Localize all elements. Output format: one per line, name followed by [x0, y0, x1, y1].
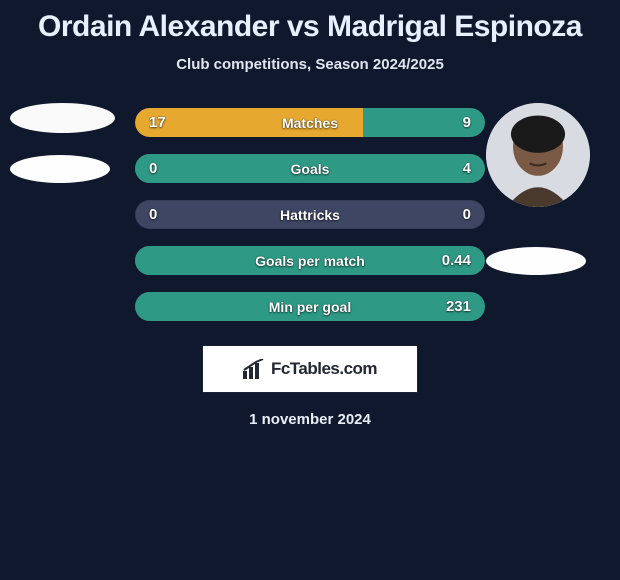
- brand-box: FcTables.com: [202, 345, 418, 393]
- stat-label: Min per goal: [135, 299, 485, 315]
- stat-value-right: 0: [463, 206, 485, 223]
- player-right-photo: [486, 103, 590, 207]
- comparison-content: 17Matches90Goals40Hattricks0Goals per ma…: [0, 103, 620, 428]
- page-title: Ordain Alexander vs Madrigal Espinoza: [0, 0, 620, 44]
- stat-row: 0Hattricks0: [135, 200, 485, 229]
- stat-row: Goals per match0.44: [135, 246, 485, 275]
- stat-label: Goals: [135, 161, 485, 177]
- stat-row: 0Goals4: [135, 154, 485, 183]
- stat-label: Matches: [135, 115, 485, 131]
- stat-value-right: 4: [463, 160, 485, 177]
- stat-label: Goals per match: [135, 253, 485, 269]
- player-left-avatar: [10, 103, 115, 133]
- date-line: 1 november 2024: [0, 411, 620, 428]
- player-right-club-badge: [486, 247, 586, 275]
- stat-value-right: 231: [446, 298, 485, 315]
- stats-table: 17Matches90Goals40Hattricks0Goals per ma…: [135, 103, 485, 321]
- brand-chart-icon: [243, 359, 265, 379]
- stat-row: Min per goal231: [135, 292, 485, 321]
- player-right-column: [486, 103, 590, 275]
- brand-text: FcTables.com: [271, 359, 377, 379]
- subtitle: Club competitions, Season 2024/2025: [0, 56, 620, 73]
- stat-value-right: 0.44: [442, 252, 485, 269]
- stat-value-right: 9: [463, 114, 485, 131]
- player-left-column: [10, 103, 115, 183]
- stat-row: 17Matches9: [135, 108, 485, 137]
- player-right-avatar: [486, 103, 590, 207]
- player-left-club-badge: [10, 155, 110, 183]
- stat-label: Hattricks: [135, 207, 485, 223]
